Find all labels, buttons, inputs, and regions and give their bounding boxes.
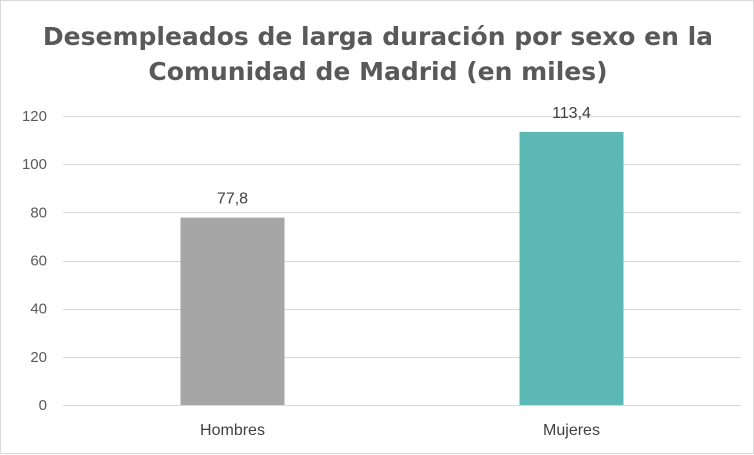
- gridlines: [63, 116, 741, 406]
- y-tick-label: 80: [30, 204, 47, 221]
- x-category-label: Hombres: [200, 422, 265, 439]
- y-tick-label: 120: [22, 108, 47, 125]
- data-label: 77,8: [217, 191, 248, 208]
- bars: [180, 131, 624, 405]
- x-axis-category-labels: Hombres Mujeres: [200, 422, 600, 439]
- y-tick-label: 20: [30, 349, 47, 366]
- bar-mujeres: [519, 131, 624, 405]
- y-tick-label: 60: [30, 253, 47, 270]
- bar-hombres: [180, 217, 285, 405]
- y-tick-label: 100: [22, 156, 47, 173]
- y-axis-tick-labels: 0 20 40 60 80 100 120: [22, 108, 47, 414]
- data-label: 113,4: [552, 105, 591, 122]
- y-tick-label: 40: [30, 301, 47, 318]
- x-category-label: Mujeres: [543, 422, 600, 439]
- chart-title: Desempleados de larga duración por sexo …: [42, 22, 714, 86]
- data-labels: 77,8 113,4: [217, 105, 591, 208]
- y-tick-label: 0: [39, 397, 47, 414]
